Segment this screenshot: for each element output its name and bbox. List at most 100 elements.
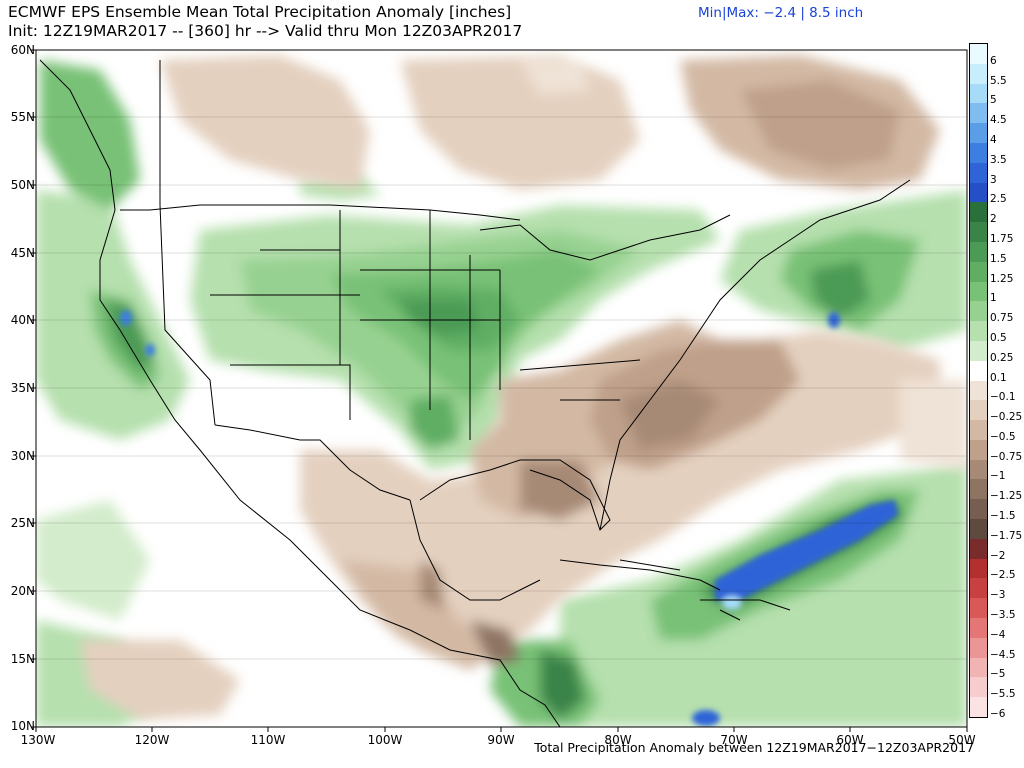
colorbar-label: 2.5	[990, 193, 1007, 206]
lon-label-130w: 130W	[20, 733, 56, 747]
colorbar-swatch	[970, 301, 987, 322]
colorbar-swatch	[970, 499, 987, 520]
colorbar-label: −1.25	[990, 490, 1023, 503]
lon-label-60w: 60W	[836, 733, 864, 747]
lat-label-25n: 25N	[10, 516, 35, 530]
colorbar-swatch	[970, 618, 987, 639]
colorbar	[969, 43, 988, 718]
colorbar-label: −1	[990, 470, 1006, 483]
colorbar-swatch	[970, 519, 987, 540]
graticule	[36, 116, 967, 660]
colorbar-label: 3.5	[990, 153, 1007, 166]
title-line-2: Init: 12Z19MAR2017 -- [360] hr --> Valid…	[8, 22, 523, 40]
lon-label-50w: 50W	[948, 733, 976, 747]
footer-caption: Total Precipitation Anomaly between 12Z1…	[534, 740, 974, 755]
lat-label-30n: 30N	[10, 449, 35, 463]
title-line-1: ECMWF EPS Ensemble Mean Total Precipitat…	[8, 3, 512, 21]
map-title: ECMWF EPS Ensemble Mean Total Precipitat…	[8, 3, 522, 41]
lat-label-10n: 10N	[10, 719, 35, 733]
colorbar-swatch	[970, 360, 987, 381]
lon-label-70w: 70W	[720, 733, 748, 747]
colorbar-label: 4	[990, 133, 997, 146]
anomaly-field	[36, 50, 967, 727]
colorbar-swatch	[970, 697, 987, 718]
lat-label-60n: 60N	[10, 43, 35, 57]
colorbar-label: 2	[990, 213, 997, 226]
lat-label-45n: 45N	[10, 246, 35, 260]
lon-label-80w: 80W	[604, 733, 632, 747]
colorbar-swatch	[970, 439, 987, 461]
colorbar-label: −0.25	[990, 411, 1023, 424]
colorbar-label: −0.5	[990, 430, 1016, 443]
colorbar-label: −4	[990, 628, 1006, 641]
colorbar-label: −2.5	[990, 569, 1016, 582]
min-max-readout: Min|Max: −2.4 | 8.5 inch	[698, 5, 864, 21]
colorbar-swatch	[970, 400, 987, 421]
colorbar-swatch	[970, 241, 987, 263]
colorbar-swatch	[970, 637, 987, 659]
lat-label-15n: 15N	[10, 652, 35, 666]
lon-label-120w: 120W	[134, 733, 170, 747]
colorbar-label: 3	[990, 173, 997, 186]
colorbar-swatch	[970, 162, 987, 184]
lat-label-35n: 35N	[10, 381, 35, 395]
coastlines-and-borders	[39, 59, 911, 727]
colorbar-label: −6	[990, 708, 1006, 720]
colorbar-label: 1.75	[990, 232, 1014, 245]
lon-label-100w: 100W	[367, 733, 403, 747]
colorbar-label: −5.5	[990, 688, 1016, 701]
colorbar-swatch	[970, 578, 987, 599]
colorbar-label: 5	[990, 94, 997, 107]
colorbar-label: 6	[990, 54, 997, 67]
colorbar-label: 0.75	[990, 312, 1014, 325]
lat-label-40n: 40N	[10, 313, 35, 327]
colorbar-label: −4.5	[990, 648, 1016, 661]
colorbar-swatch	[970, 83, 987, 104]
colorbar-swatch	[970, 182, 987, 203]
lat-label-50n: 50N	[10, 178, 35, 192]
colorbar-swatch	[970, 598, 987, 619]
colorbar-label: 0.5	[990, 331, 1007, 344]
colorbar-swatch	[970, 44, 987, 65]
colorbar-label: −3.5	[990, 609, 1016, 622]
colorbar-label: 0.25	[990, 351, 1014, 364]
colorbar-swatch	[970, 657, 987, 678]
colorbar-label: 4.5	[990, 114, 1007, 127]
colorbar-swatch	[970, 261, 987, 283]
colorbar-swatch	[970, 420, 987, 441]
colorbar-swatch	[970, 103, 987, 124]
colorbar-swatch	[970, 459, 987, 480]
lon-label-90w: 90W	[487, 733, 515, 747]
colorbar-label: −1.5	[990, 510, 1016, 523]
colorbar-label: −1.75	[990, 529, 1023, 542]
colorbar-swatch	[970, 677, 987, 698]
colorbar-swatch	[970, 538, 987, 560]
colorbar-swatch	[970, 202, 987, 223]
colorbar-label: −5	[990, 668, 1006, 681]
lon-label-110w: 110W	[250, 733, 286, 747]
colorbar-label: −3	[990, 589, 1006, 602]
colorbar-swatch	[970, 479, 987, 500]
colorbar-label: 0.1	[990, 371, 1007, 384]
lat-label-55n: 55N	[10, 110, 35, 124]
lat-label-20n: 20N	[10, 584, 35, 598]
colorbar-label: 1.25	[990, 272, 1014, 285]
colorbar-swatch	[970, 558, 987, 579]
colorbar-label: 1	[990, 292, 997, 305]
colorbar-label: 1.5	[990, 252, 1007, 265]
colorbar-label: 5.5	[990, 74, 1007, 87]
colorbar-label: −0.1	[990, 391, 1016, 404]
dry-anomaly-areas	[80, 55, 967, 720]
axis-ticks	[31, 49, 968, 732]
colorbar-swatch	[970, 340, 987, 362]
colorbar-label: −2	[990, 549, 1006, 562]
colorbar-swatch	[970, 321, 987, 342]
colorbar-swatch	[970, 281, 987, 302]
colorbar-swatch	[970, 222, 987, 243]
colorbar-swatch	[970, 142, 987, 164]
colorbar-swatch	[970, 380, 987, 401]
colorbar-label: −0.75	[990, 450, 1023, 463]
colorbar-swatch	[970, 123, 987, 144]
colorbar-swatch	[970, 63, 987, 85]
